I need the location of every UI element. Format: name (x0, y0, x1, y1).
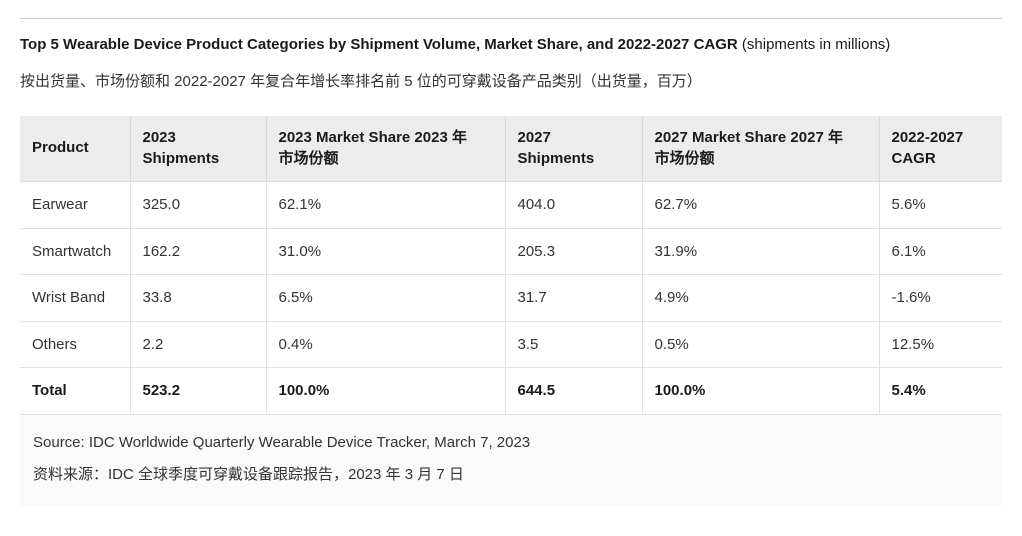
page-title: Top 5 Wearable Device Product Categories… (20, 33, 1002, 57)
header-cell-2027-market-share: 2027 Market Share 2027 年 市场份额 (641, 115, 880, 182)
total-row: Total 523.2 100.0% 644.5 100.0% 5.4% (20, 367, 1002, 415)
cell-2023-market-share: 31.0% (265, 227, 506, 275)
cell-product: Others (20, 320, 131, 368)
table-row-others: Others 2.2 0.4% 3.5 0.5% 12.5% (20, 320, 1002, 368)
cell-total-label: Total (20, 367, 131, 415)
cell-total-cagr: 5.4% (878, 367, 1002, 415)
header-cell-2027-shipments: 2027 Shipments (504, 115, 643, 182)
cell-2027-shipments: 31.7 (504, 274, 643, 322)
title-main: Top 5 Wearable Device Product Categories… (20, 36, 738, 53)
cell-2027-market-share: 62.7% (641, 181, 880, 229)
cell-2023-market-share: 62.1% (265, 181, 506, 229)
cell-total-2027-market-share: 100.0% (641, 367, 880, 415)
cell-2027-market-share: 0.5% (641, 320, 880, 368)
cell-2027-market-share: 31.9% (641, 227, 880, 275)
table-row-wrist-band: Wrist Band 33.8 6.5% 31.7 4.9% -1.6% (20, 274, 1002, 322)
table-row-earwear: Earwear 325.0 62.1% 404.0 62.7% 5.6% (20, 181, 1002, 229)
cell-2023-shipments: 2.2 (129, 320, 267, 368)
cell-total-2023-market-share: 100.0% (265, 367, 506, 415)
cell-total-2027-shipments: 644.5 (504, 367, 643, 415)
cell-cagr: 6.1% (878, 227, 1002, 275)
source-en: Source: IDC Worldwide Quarterly Wearable… (33, 433, 531, 451)
cell-2023-shipments: 33.8 (129, 274, 267, 322)
cell-2023-market-share: 6.5% (265, 274, 506, 322)
header-cell-product: Product (20, 115, 131, 182)
cell-cagr: 12.5% (878, 320, 1002, 368)
cell-product: Earwear (20, 181, 131, 229)
cell-product: Smartwatch (20, 227, 131, 275)
cell-2023-shipments: 162.2 (129, 227, 267, 275)
cell-2027-shipments: 404.0 (504, 181, 643, 229)
header-cell-2023-shipments: 2023 Shipments (129, 115, 267, 182)
source-block: Source: IDC Worldwide Quarterly Wearable… (20, 414, 1002, 506)
cell-total-2023-shipments: 523.2 (129, 367, 267, 415)
cell-2023-market-share: 0.4% (265, 320, 506, 368)
header-cell-cagr: 2022-2027 CAGR (878, 115, 1002, 182)
cell-cagr: -1.6% (878, 274, 1002, 322)
table-row-smartwatch: Smartwatch 162.2 31.0% 205.3 31.9% 6.1% (20, 227, 1002, 275)
cell-2027-shipments: 3.5 (504, 320, 643, 368)
source-zh: 资料来源：IDC 全球季度可穿戴设备跟踪报告，2023 年 3 月 7 日 (33, 466, 464, 483)
header-cell-2023-market-share: 2023 Market Share 2023 年 市场份额 (265, 115, 506, 182)
content-block: Top 5 Wearable Device Product Categories… (20, 18, 1002, 506)
cell-2027-market-share: 4.9% (641, 274, 880, 322)
header-row: Product 2023 Shipments 2023 Market Share… (20, 115, 1002, 182)
title-note: (shipments in millions) (737, 36, 891, 53)
page-subtitle-zh: 按出货量、市场份额和 2022-2027 年复合年增长率排名前 5 位的可穿戴设… (20, 73, 702, 90)
cell-2027-shipments: 205.3 (504, 227, 643, 275)
cell-product: Wrist Band (20, 274, 131, 322)
wearables-table: Product 2023 Shipments 2023 Market Share… (20, 115, 1002, 415)
cell-cagr: 5.6% (878, 181, 1002, 229)
cell-2023-shipments: 325.0 (129, 181, 267, 229)
